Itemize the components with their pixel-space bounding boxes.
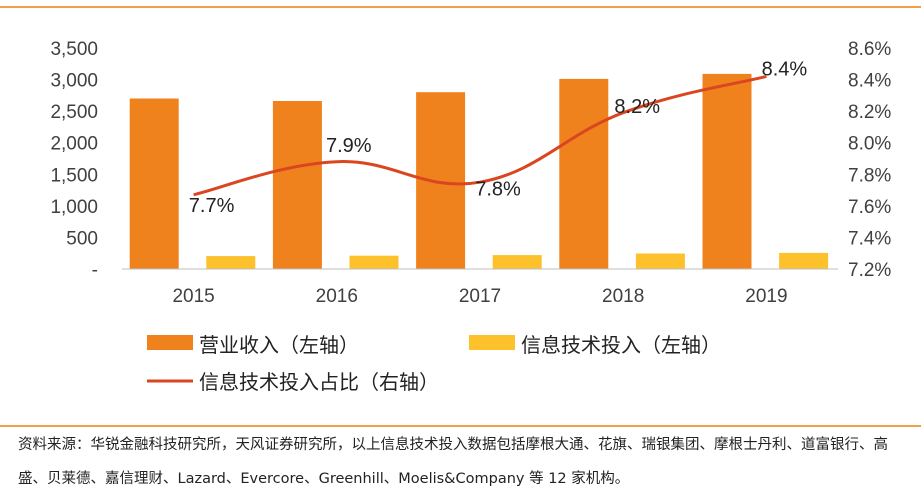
source-note: 资料来源：华锐金融科技研究所，天风证券研究所，以上信息技术投入数据包括摩根大通、… (18, 437, 888, 487)
legend-item-revenue: 营业收入（左轴） (147, 333, 359, 357)
left-tick-label: 1,500 (50, 165, 98, 186)
bars-layer (129, 73, 829, 270)
line-it-ratio (193, 74, 767, 197)
bar-revenue-2015 (129, 98, 179, 269)
bar-it-invest-2016 (349, 255, 399, 269)
right-tick-label: 8.6% (848, 39, 891, 60)
line-layer (193, 74, 767, 197)
legend-label-revenue: 营业收入（左轴） (199, 333, 359, 357)
right-tick-label: 8.0% (848, 134, 891, 155)
bar-revenue-2017 (416, 92, 466, 269)
legend-swatch-revenue (147, 335, 193, 350)
bar-it-invest-2015 (206, 256, 256, 269)
left-axis-ticks: - 500 1,000 1,500 2,000 2,500 3,000 3,500 (50, 39, 98, 281)
bar-revenue-2018 (559, 78, 609, 270)
x-axis-ticks: 2015 2016 2017 2018 2019 (172, 286, 787, 307)
right-axis-ticks: 7.2% 7.4% 7.6% 7.8% 8.0% 8.2% 8.4% 8.6% (848, 39, 891, 281)
legend: 营业收入（左轴） 信息技术投入（左轴） 信息技术投入占比（右轴） (147, 333, 721, 394)
right-tick-label: 8.2% (848, 102, 891, 123)
left-tick-label: - (92, 260, 98, 281)
left-tick-label: 3,500 (50, 39, 98, 60)
x-tick-label-2016: 2016 (316, 286, 358, 307)
left-tick-label: 1,000 (50, 197, 98, 218)
legend-item-it-ratio: 信息技术投入占比（右轴） (147, 370, 439, 394)
right-tick-label: 7.2% (848, 260, 891, 281)
data-label-it-ratio-2015: 7.7% (189, 195, 235, 217)
data-label-it-ratio-2019: 8.4% (762, 59, 808, 81)
x-tick-label-2015: 2015 (172, 286, 214, 307)
x-tick-label-2017: 2017 (459, 286, 501, 307)
line-data-labels: 7.7% 7.9% 7.8% 8.2% 8.4% (189, 59, 808, 217)
data-label-it-ratio-2018: 8.2% (614, 96, 660, 118)
top-divider (0, 6, 921, 8)
bar-revenue-2016 (272, 101, 322, 269)
left-tick-label: 2,500 (50, 102, 98, 123)
x-tick-label-2018: 2018 (602, 286, 644, 307)
bar-it-invest-2019 (779, 252, 829, 269)
legend-item-it-invest: 信息技术投入（左轴） (469, 333, 721, 357)
legend-label-it-invest: 信息技术投入（左轴） (521, 333, 721, 357)
right-tick-label: 7.6% (848, 197, 891, 218)
left-tick-label: 500 (66, 228, 98, 249)
bottom-divider (0, 425, 921, 427)
right-tick-label: 7.4% (848, 228, 891, 249)
right-tick-label: 8.4% (848, 71, 891, 92)
legend-swatch-it-invest (469, 335, 515, 350)
x-tick-label-2019: 2019 (745, 286, 787, 307)
left-tick-label: 3,000 (50, 71, 98, 92)
left-tick-label: 2,000 (50, 134, 98, 155)
data-label-it-ratio-2017: 7.8% (475, 178, 521, 200)
data-label-it-ratio-2016: 7.9% (326, 135, 372, 157)
legend-label-it-ratio: 信息技术投入占比（右轴） (199, 370, 439, 394)
bar-it-invest-2018 (635, 253, 685, 269)
right-tick-label: 7.8% (848, 165, 891, 186)
bar-it-invest-2017 (492, 255, 542, 269)
bar-revenue-2019 (702, 73, 752, 270)
